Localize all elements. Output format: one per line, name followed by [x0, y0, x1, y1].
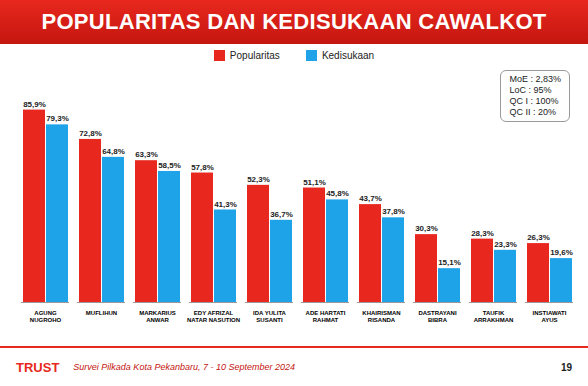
- svg-text:63,3%: 63,3%: [135, 150, 158, 159]
- svg-text:43,7%: 43,7%: [359, 194, 382, 203]
- svg-text:36,7%: 36,7%: [270, 210, 293, 219]
- svg-text:19,6%: 19,6%: [550, 248, 573, 257]
- svg-text:DASTRAYANIBIBRA: DASTRAYANIBIBRA: [418, 310, 457, 323]
- html-text:MoE : 2,83%: MoE : 2,83%: [509, 74, 561, 84]
- svg-text:ADE HARTATIRAHMAT: ADE HARTATIRAHMAT: [306, 310, 346, 323]
- svg-text:MUFLIHUN: MUFLIHUN: [86, 310, 117, 316]
- svg-text:23,3%: 23,3%: [494, 240, 517, 249]
- svg-text:AGUNGNUGROHO: AGUNGNUGROHO: [30, 310, 62, 323]
- svg-text:INSTIAWATIAYUS: INSTIAWATIAYUS: [533, 310, 567, 323]
- svg-text:EDY AFRIZALNATAR NASUTION: EDY AFRIZALNATAR NASUTION: [187, 310, 240, 323]
- html-text:QC I : 100%: QC I : 100%: [509, 96, 559, 106]
- svg-text:28,3%: 28,3%: [471, 229, 494, 238]
- html-text:QC II : 20%: QC II : 20%: [509, 107, 556, 117]
- html-text:19: 19: [560, 361, 572, 373]
- svg-text:37,8%: 37,8%: [382, 207, 405, 216]
- svg-text:58,5%: 58,5%: [158, 161, 181, 170]
- html-text:Survei Pilkada Kota Pekanbaru,: Survei Pilkada Kota Pekanbaru, 7 - 10 Se…: [73, 362, 295, 372]
- svg-text:KHAIRISMANRISANDA: KHAIRISMANRISANDA: [362, 310, 400, 323]
- svg-text:51,1%: 51,1%: [303, 178, 326, 187]
- svg-text:IDA YULITASUSANTI: IDA YULITASUSANTI: [253, 310, 287, 323]
- html-text:TRUST: TRUST: [16, 359, 60, 375]
- svg-text:52,3%: 52,3%: [247, 175, 270, 184]
- html-text:POPULARITAS DAN KEDISUKAAN CAW: POPULARITAS DAN KEDISUKAAN CAWALKOT: [41, 9, 547, 34]
- svg-text:72,8%: 72,8%: [79, 129, 102, 138]
- svg-text:26,3%: 26,3%: [527, 233, 550, 242]
- svg-text:30,3%: 30,3%: [415, 224, 438, 233]
- svg-text:TAUFIKARRAKHMAN: TAUFIKARRAKHMAN: [474, 310, 514, 323]
- svg-text:85,9%: 85,9%: [23, 100, 46, 109]
- svg-text:MARKARIUSANWAR: MARKARIUSANWAR: [139, 310, 176, 323]
- svg-text:79,3%: 79,3%: [46, 114, 69, 123]
- html-text:LoC : 95%: LoC : 95%: [509, 85, 552, 95]
- svg-text:64,8%: 64,8%: [102, 147, 125, 156]
- svg-text:41,3%: 41,3%: [214, 200, 237, 209]
- svg-text:57,8%: 57,8%: [191, 163, 214, 172]
- svg-text:45,8%: 45,8%: [326, 189, 349, 198]
- html-text:Popularitas: Popularitas: [229, 49, 280, 61]
- html-text:Kedisukaan: Kedisukaan: [321, 49, 375, 61]
- svg-text:15,1%: 15,1%: [438, 258, 461, 267]
